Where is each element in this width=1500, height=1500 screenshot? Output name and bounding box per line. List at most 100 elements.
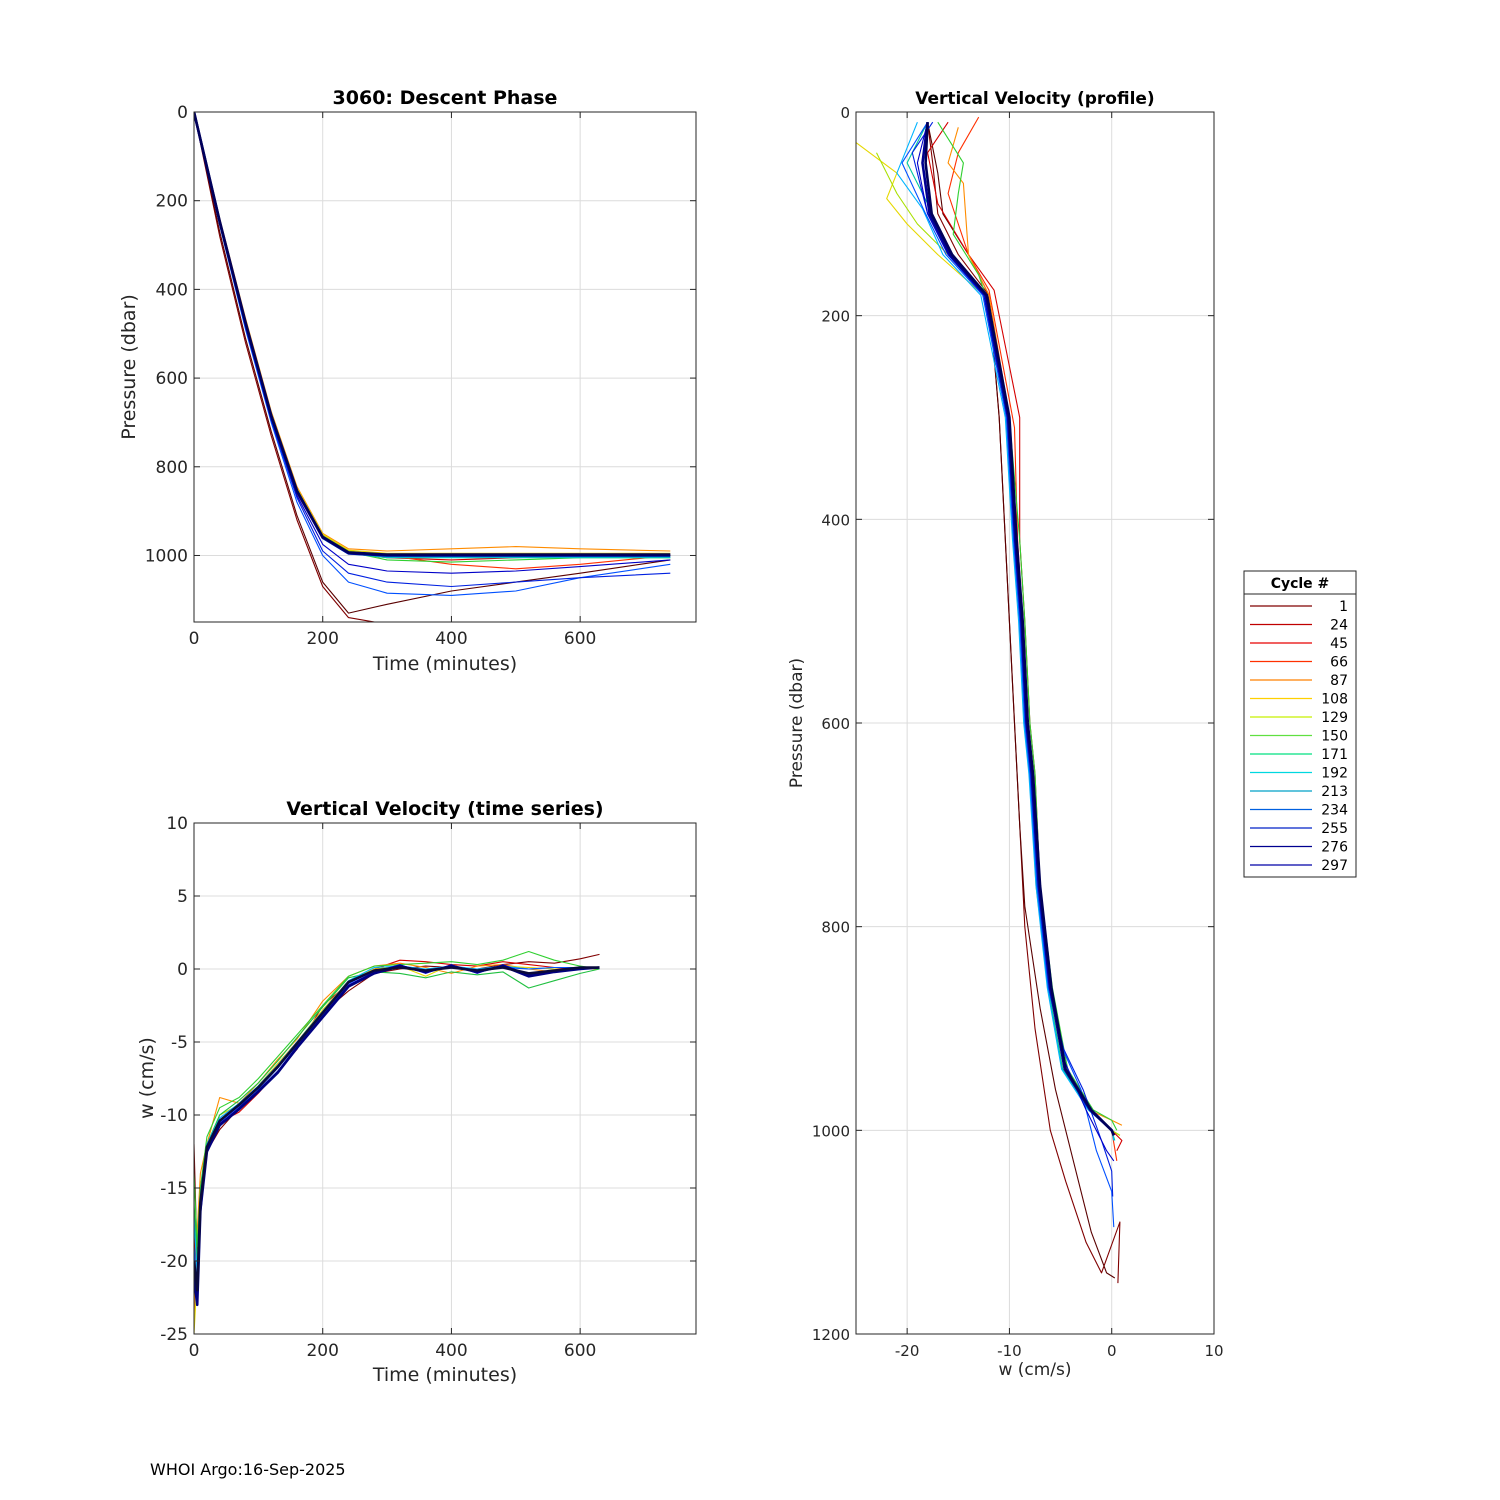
descent-ytick-label: 200 [156, 192, 188, 212]
descent-ytick-label: 600 [156, 369, 188, 389]
legend-entry-label: 213 [1321, 784, 1348, 800]
descent-series-line [194, 112, 671, 596]
timeseries-series-line [194, 964, 600, 1306]
legend-entry-label: 108 [1321, 692, 1348, 708]
timeseries-panel: 0 200 400 600 10 5 0 -5 -10 -15 -20 -25 Vertical Ve… [136, 798, 697, 1386]
profile-ytick-label: 800 [821, 919, 850, 937]
profile-series-line [896, 121, 1115, 1141]
timeseries-series-line [194, 953, 600, 1262]
descent-series-line [194, 112, 671, 556]
profile-series-line [921, 122, 1116, 1136]
descent-series-line [194, 112, 671, 557]
profile-series-line [901, 121, 1115, 1228]
profile-xtick-label: 0 [1107, 1342, 1117, 1360]
timeseries-title: Vertical Velocity (time series) [286, 798, 603, 820]
descent-title: 3060: Descent Phase [333, 87, 558, 109]
footer-credit: WHOI Argo:16-Sep-2025 [150, 1460, 346, 1479]
descent-xtick-label: 0 [189, 629, 200, 649]
descent-grid [193, 111, 696, 622]
profile-series-line [937, 121, 1118, 1131]
legend-entry-label: 45 [1330, 636, 1348, 652]
descent-ytick-label: 800 [156, 458, 188, 478]
timeseries-xtick-label: 200 [306, 1341, 338, 1361]
descent-ytick-label: 0 [177, 103, 188, 123]
descent-ticks: 0 200 400 600 0 200 400 600 800 1000 [145, 103, 696, 649]
profile-ytick-label: 1200 [812, 1326, 850, 1344]
legend-entry-label: 192 [1321, 766, 1348, 782]
profile-xlabel: w (cm/s) [998, 1360, 1071, 1380]
legend-title: Cycle # [1271, 576, 1330, 592]
profile-series-line [906, 121, 1116, 1141]
legend-entry-label: 276 [1321, 840, 1348, 856]
legend-box [1243, 570, 1357, 878]
profile-series-line [911, 121, 1114, 1197]
timeseries-grid [193, 822, 696, 1335]
legend-entry-label: 255 [1321, 821, 1348, 837]
timeseries-xtick-label: 600 [564, 1341, 596, 1361]
profile-xtick-label: 10 [1204, 1342, 1223, 1360]
timeseries-ticks: 0 200 400 600 10 5 0 -5 -10 -15 -20 -25 [160, 814, 696, 1361]
timeseries-axes-frame [193, 822, 697, 1335]
timeseries-series-line [194, 964, 600, 1307]
timeseries-series-line [194, 965, 600, 1277]
timeseries-series-line [194, 950, 600, 1247]
descent-xlabel: Time (minutes) [372, 653, 517, 675]
timeseries-series-line [194, 962, 600, 1320]
profile-ylabel: Pressure (dbar) [787, 658, 807, 788]
descent-series-line [194, 112, 671, 563]
legend-entry-label: 1 [1339, 599, 1348, 615]
descent-series-line [194, 112, 671, 554]
timeseries-ytick-label: -10 [160, 1106, 188, 1126]
profile-series [856, 116, 1123, 1284]
legend-entry-label: 24 [1330, 618, 1348, 634]
legend-entry-label: 297 [1321, 858, 1348, 874]
descent-xtick-label: 400 [435, 629, 467, 649]
profile-ytick-label: 200 [821, 308, 850, 326]
timeseries-series-line [194, 964, 600, 1334]
descent-series-line [194, 112, 671, 561]
descent-ylabel: Pressure (dbar) [118, 294, 140, 440]
timeseries-ytick-label: -5 [171, 1033, 188, 1053]
descent-ytick-label: 400 [156, 280, 188, 300]
timeseries-ytick-label: -25 [160, 1325, 188, 1345]
descent-series-line [194, 112, 671, 570]
descent-ytick-label: 1000 [145, 546, 188, 566]
descent-series-line [194, 112, 516, 622]
profile-ytick-label: 0 [840, 104, 850, 122]
timeseries-ytick-label: -20 [160, 1252, 188, 1272]
profile-ytick-label: 1000 [812, 1122, 850, 1140]
profile-xtick-label: -20 [895, 1342, 920, 1360]
descent-series-line [194, 112, 671, 588]
profile-ytick-label: 400 [821, 511, 850, 529]
descent-series-line [194, 112, 671, 558]
descent-xtick-label: 200 [306, 629, 338, 649]
legend-entry-label: 171 [1321, 747, 1348, 763]
profile-title: Vertical Velocity (profile) [915, 89, 1154, 109]
timeseries-xtick-label: 400 [435, 1341, 467, 1361]
legend-entry-label: 234 [1321, 803, 1348, 819]
descent-series-line [194, 112, 671, 614]
profile-ytick-label: 600 [821, 715, 850, 733]
profile-series-line [876, 152, 1121, 1136]
legend-entry-label: 129 [1321, 710, 1348, 726]
timeseries-xtick-label: 0 [189, 1341, 200, 1361]
legend-entry-label: 87 [1330, 673, 1348, 689]
descent-series [194, 112, 671, 622]
timeseries-xlabel: Time (minutes) [372, 1364, 517, 1386]
timeseries-series-line [194, 959, 600, 1291]
legend-entries: 1 24 45 66 87 108 129 150 171 192 213 234 255 276 297 [1250, 599, 1348, 874]
timeseries-ytick-label: 10 [166, 814, 188, 834]
legend-entry-label: 66 [1330, 655, 1348, 671]
descent-phase-panel: 0 200 400 600 0 200 400 600 800 1000 3060: Descen… [118, 87, 697, 675]
profile-series-line [924, 122, 1116, 1136]
profile-xtick-label: -10 [997, 1342, 1022, 1360]
profile-grid [856, 111, 1215, 1335]
descent-series-line [194, 112, 671, 552]
timeseries-series [194, 950, 600, 1334]
descent-xtick-label: 600 [564, 629, 596, 649]
legend: Cycle # 1 24 45 66 87 108 129 150 171 192 213 234 25… [1243, 570, 1357, 878]
descent-axes-frame [193, 111, 697, 623]
timeseries-ytick-label: 0 [177, 960, 188, 980]
